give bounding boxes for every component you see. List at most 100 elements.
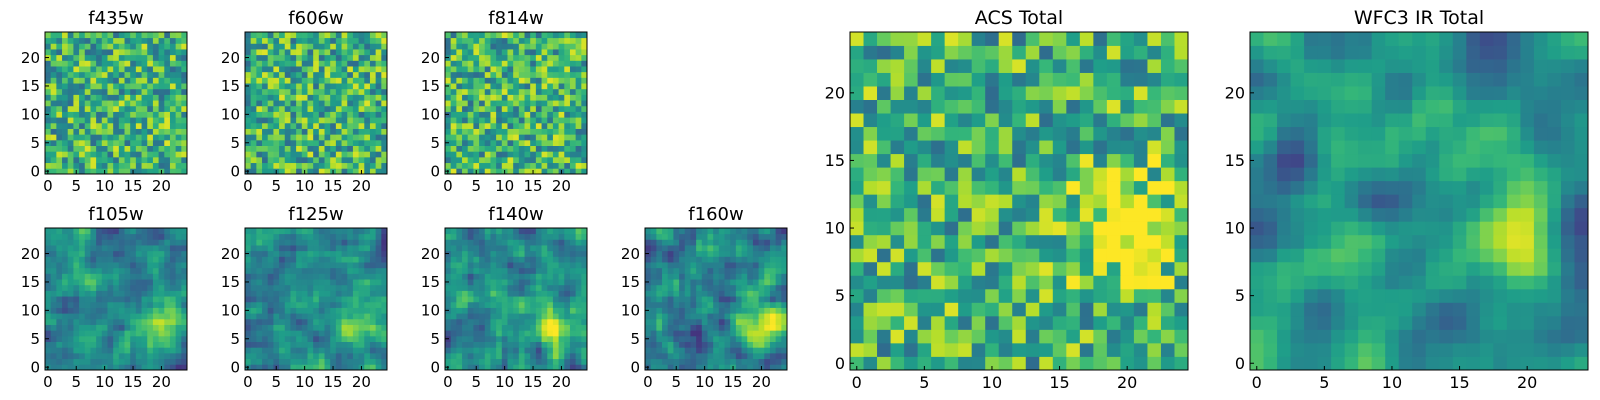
heatmap-cell xyxy=(364,301,371,308)
heatmap-cell xyxy=(364,256,371,263)
heatmap-cell xyxy=(650,335,657,342)
heatmap-cell xyxy=(564,43,571,50)
heatmap-cell xyxy=(250,134,257,141)
heatmap-cell xyxy=(335,262,342,269)
heatmap-cell xyxy=(284,301,291,308)
heatmap-cell xyxy=(284,318,291,325)
heatmap-cell xyxy=(1174,248,1189,263)
heatmap-cell xyxy=(307,77,314,84)
heatmap-cell xyxy=(347,88,354,95)
heatmap-cell xyxy=(375,162,382,169)
heatmap-cell xyxy=(1012,329,1027,344)
heatmap-cell xyxy=(890,207,905,222)
heatmap-cell xyxy=(284,49,291,56)
heatmap-cell xyxy=(250,71,257,78)
heatmap-cell xyxy=(141,145,148,152)
heatmap-cell xyxy=(1039,342,1054,357)
heatmap-cell xyxy=(1079,194,1094,209)
heatmap-cell xyxy=(462,284,469,291)
heatmap-cell xyxy=(473,228,480,235)
heatmap-cell xyxy=(90,364,97,371)
heatmap-cell xyxy=(541,279,548,286)
heatmap-cell xyxy=(758,313,765,320)
heatmap-cell xyxy=(107,145,114,152)
heatmap-cell xyxy=(890,356,905,371)
heatmap-cell xyxy=(667,335,674,342)
heatmap-cell xyxy=(267,134,274,141)
heatmap-cell xyxy=(530,347,537,354)
heatmap-cell xyxy=(84,228,91,235)
heatmap-cell xyxy=(479,134,486,141)
heatmap-cell xyxy=(375,105,382,112)
heatmap-cell xyxy=(90,111,97,118)
heatmap-cell xyxy=(781,245,788,252)
heatmap-cell xyxy=(45,117,52,124)
heatmap-cell xyxy=(175,145,182,152)
heatmap-cell xyxy=(752,233,759,240)
heatmap-cell xyxy=(273,43,280,50)
heatmap-cell xyxy=(352,88,359,95)
heatmap-cell xyxy=(752,301,759,308)
heatmap-cell xyxy=(724,324,731,331)
heatmap-cell xyxy=(279,111,286,118)
heatmap-cell xyxy=(931,140,946,155)
heatmap-cell xyxy=(696,250,703,257)
heatmap-cell xyxy=(904,167,918,182)
heatmap-cell xyxy=(690,267,697,274)
heatmap-cell xyxy=(381,318,388,325)
heatmap-cell xyxy=(541,290,548,297)
heatmap-cell xyxy=(581,352,588,360)
heatmap-cell xyxy=(667,256,674,263)
heatmap-cell xyxy=(347,301,354,308)
heatmap-cell xyxy=(79,94,86,101)
heatmap-cell xyxy=(564,145,571,152)
heatmap-cell xyxy=(147,100,154,107)
heatmap-cell xyxy=(113,358,120,365)
heatmap-cell xyxy=(707,250,714,257)
heatmap-cell xyxy=(513,83,520,90)
heatmap-cell xyxy=(575,32,582,39)
heatmap-cell xyxy=(890,315,905,330)
heatmap-cell xyxy=(158,262,165,269)
heatmap-cell xyxy=(863,113,878,128)
heatmap-cell xyxy=(524,151,531,158)
heatmap-cell xyxy=(96,88,103,95)
heatmap-cell xyxy=(124,330,131,337)
heatmap-cell xyxy=(67,139,74,146)
heatmap-cell xyxy=(524,239,531,246)
heatmap-cell xyxy=(284,250,291,257)
heatmap-cell xyxy=(484,117,491,124)
heatmap-cell xyxy=(501,347,508,354)
heatmap-cell xyxy=(335,83,342,90)
heatmap-cell xyxy=(147,313,154,320)
heatmap-cell xyxy=(484,88,491,95)
heatmap-cell xyxy=(530,71,537,78)
heatmap-cell xyxy=(462,262,469,269)
heatmap-cell xyxy=(971,126,986,141)
heatmap-cell xyxy=(1120,207,1135,222)
heatmap-cell xyxy=(324,364,331,371)
heatmap-cell xyxy=(684,245,691,252)
heatmap-cell xyxy=(301,279,308,286)
heatmap-cell xyxy=(50,284,57,291)
heatmap-cell xyxy=(101,352,108,360)
heatmap-cell xyxy=(479,256,486,263)
heatmap-cell xyxy=(1066,342,1081,357)
heatmap-cell xyxy=(313,60,320,67)
heatmap-cell xyxy=(985,153,1000,168)
heatmap-cell xyxy=(318,168,325,175)
heatmap-cell xyxy=(330,335,337,342)
heatmap-cell xyxy=(552,151,559,158)
heatmap-cell xyxy=(656,296,663,303)
heatmap-cell xyxy=(1079,356,1094,371)
heatmap-cell xyxy=(501,83,508,90)
heatmap-cell xyxy=(56,301,63,308)
heatmap-cell xyxy=(96,122,103,129)
heatmap-cell xyxy=(352,256,359,263)
heatmap-cell xyxy=(752,250,759,257)
heatmap-cell xyxy=(169,324,177,331)
y-tick-label: 0 xyxy=(430,162,440,180)
heatmap-cell xyxy=(90,162,97,169)
heatmap-cell xyxy=(375,145,382,152)
